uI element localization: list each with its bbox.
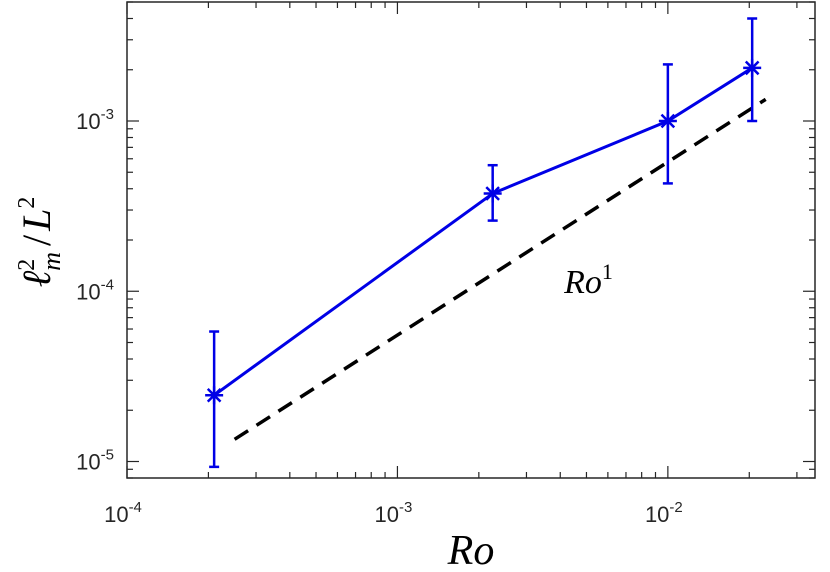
x-tick-group: 10-4 10-3 10-2 <box>104 2 798 527</box>
reference-line-group: Ro1 <box>233 97 767 441</box>
y-tick-label: 10-5 <box>76 447 114 475</box>
y-label-ell-sub: m <box>37 252 66 271</box>
asterisk-marker-stroke <box>744 60 760 76</box>
y-label-ell: ℓ <box>14 270 59 287</box>
series-group <box>205 17 762 469</box>
y-tick-label: 10-3 <box>76 106 114 134</box>
reference-line-label-base: Ro <box>563 264 602 301</box>
y-label-L-sup: 2 <box>14 197 40 209</box>
asterisk-marker-stroke <box>485 186 500 201</box>
y-axis-label: ℓ2m/L2 <box>14 197 66 288</box>
axes-box <box>126 1 816 479</box>
asterisk-marker-stroke <box>206 387 222 403</box>
reference-line-label: Ro1 <box>563 259 613 301</box>
x-tick-label: 10-2 <box>645 499 683 527</box>
x-tick-label: 10-4 <box>104 499 142 527</box>
y-axis-label-text: ℓ2m/L2 <box>14 197 66 288</box>
y-tick-group: 10-5 10-4 10-3 <box>76 1 815 479</box>
data-point <box>483 184 502 203</box>
data-point <box>743 58 762 77</box>
plot-area <box>127 2 815 478</box>
series-line <box>213 66 753 397</box>
x-tick-label: 10-3 <box>375 499 413 527</box>
x-axis-label: Ro <box>447 528 495 572</box>
reference-line <box>233 97 767 441</box>
y-label-L: L <box>14 209 59 232</box>
asterisk-marker-stroke <box>660 113 676 129</box>
data-point <box>205 386 224 405</box>
reference-line-label-exp: 1 <box>602 259 613 284</box>
y-label-ell-sup: 2 <box>14 259 40 271</box>
y-label-slash: / <box>14 234 59 246</box>
data-point <box>658 112 677 130</box>
y-tick-label: 10-4 <box>76 276 114 304</box>
